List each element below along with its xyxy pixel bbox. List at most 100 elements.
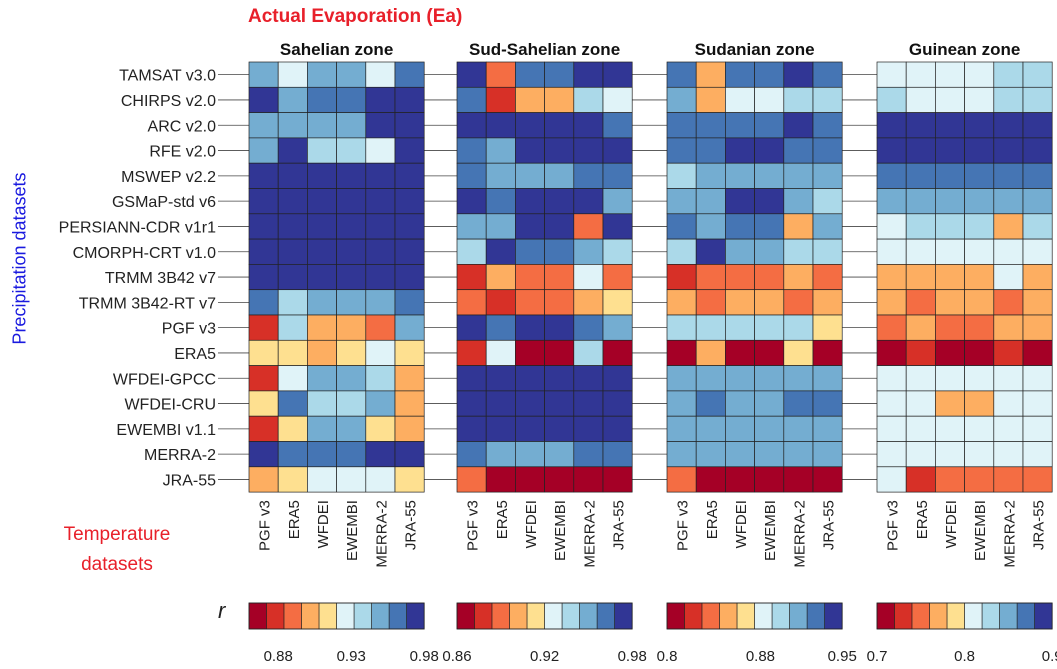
heatmap-cell (544, 441, 575, 468)
heatmap-cell (876, 238, 907, 265)
heatmap-cell (876, 415, 907, 442)
heatmap-cell (248, 86, 279, 113)
heatmap-cell (456, 365, 487, 392)
heatmap-cell (725, 390, 755, 417)
heatmap-cell (602, 365, 633, 392)
colorbar-swatch (596, 602, 615, 630)
heatmap-cell (876, 61, 907, 88)
heatmap-cell (812, 289, 843, 316)
heatmap-cell (573, 137, 604, 164)
heatmap-cell (876, 390, 907, 417)
heatmap-cell (365, 314, 396, 341)
heatmap-cell (812, 365, 843, 392)
heatmap-cell (544, 314, 575, 341)
heatmap-cell (394, 339, 425, 366)
colorbar-swatch (614, 602, 633, 630)
colorbar-outline (456, 602, 633, 630)
heatmap-cell (485, 415, 516, 442)
heatmap-cell (485, 61, 516, 88)
heatmap-cell (905, 238, 936, 265)
heatmap-cell (993, 264, 1024, 291)
heatmap-cell (725, 289, 755, 316)
colorbar-swatch (561, 602, 580, 630)
heatmap-cell (456, 188, 487, 215)
heatmap-cell (307, 162, 337, 189)
heatmap-cell (993, 390, 1024, 417)
heatmap-cell (602, 137, 633, 164)
heatmap-cell (544, 162, 575, 189)
heatmap-cell (695, 238, 726, 265)
heatmap-cell (307, 314, 337, 341)
heatmap-cell (812, 390, 843, 417)
heatmap-cell (964, 162, 995, 189)
heatmap-cell (725, 238, 755, 265)
heatmap-cell (812, 441, 843, 468)
colorbar-swatch (318, 602, 337, 630)
heatmap-cell (754, 314, 785, 341)
heatmap-cell (876, 441, 907, 468)
heatmap-cell (1022, 314, 1053, 341)
heatmap-cell (248, 112, 279, 139)
heatmap-cell (307, 112, 337, 139)
colorbar-tick-label: 0.93 (337, 648, 366, 665)
heatmap-cell (602, 390, 633, 417)
heatmap-cell (1022, 289, 1053, 316)
heatmap-cell (602, 112, 633, 139)
heatmap-cell (248, 264, 279, 291)
heatmap-cell (935, 213, 965, 240)
heatmap-cell (456, 86, 487, 113)
colorbar-swatch (1034, 602, 1053, 630)
row-label: ARC v2.0 (148, 118, 217, 135)
heatmap-cell (602, 162, 633, 189)
colorbar-swatch (406, 602, 425, 630)
heatmap-cell (695, 466, 726, 493)
heatmap-cell (365, 339, 396, 366)
row-label: WFDEI-CRU (124, 397, 216, 414)
heatmap-cell (754, 86, 785, 113)
heatmap-cell (754, 289, 785, 316)
colorbar-symbol: r (218, 598, 226, 623)
heatmap-cell (307, 365, 337, 392)
heatmap-cell (964, 137, 995, 164)
row-label: TRMM 3B42 v7 (105, 270, 216, 287)
heatmap-cell (394, 466, 425, 493)
heatmap-cell (277, 314, 308, 341)
heatmap-cell (336, 86, 367, 113)
heatmap-cell (248, 314, 279, 341)
heatmap-cell (725, 365, 755, 392)
heatmap-cell (666, 441, 697, 468)
heatmap-cell (935, 188, 965, 215)
heatmap-cell (754, 238, 785, 265)
panel-title: Sudanian zone (695, 40, 815, 59)
heatmap-cell (456, 238, 487, 265)
heatmap-cell (964, 390, 995, 417)
heatmap-cell (783, 213, 814, 240)
heatmap-cell (905, 61, 936, 88)
colorbar-swatch (929, 602, 948, 630)
heatmap-cell (307, 137, 337, 164)
heatmap-cell (573, 466, 604, 493)
heatmap-cell (394, 213, 425, 240)
heatmap-cell (935, 162, 965, 189)
heatmap-cell (544, 289, 575, 316)
column-label: PGF v3 (257, 500, 274, 551)
heatmap-cell (485, 188, 516, 215)
heatmap-cell (277, 466, 308, 493)
heatmap-cell (336, 213, 367, 240)
column-label: JRA-55 (1031, 500, 1048, 550)
heatmap-cell (336, 365, 367, 392)
heatmap-cell (573, 289, 604, 316)
heatmap-cell (993, 86, 1024, 113)
row-label: MSWEP v2.2 (121, 169, 216, 186)
heatmap-cell (725, 466, 755, 493)
column-label: JRA-55 (403, 500, 420, 550)
heatmap-cell (783, 339, 814, 366)
colorbar-swatch (911, 602, 930, 630)
heatmap-cell (365, 365, 396, 392)
heatmap-cell (905, 289, 936, 316)
heatmap-cell (307, 86, 337, 113)
heatmap-cell (1022, 137, 1053, 164)
heatmap-cell (754, 162, 785, 189)
heatmap-cell (573, 112, 604, 139)
heatmap-cell (695, 289, 726, 316)
